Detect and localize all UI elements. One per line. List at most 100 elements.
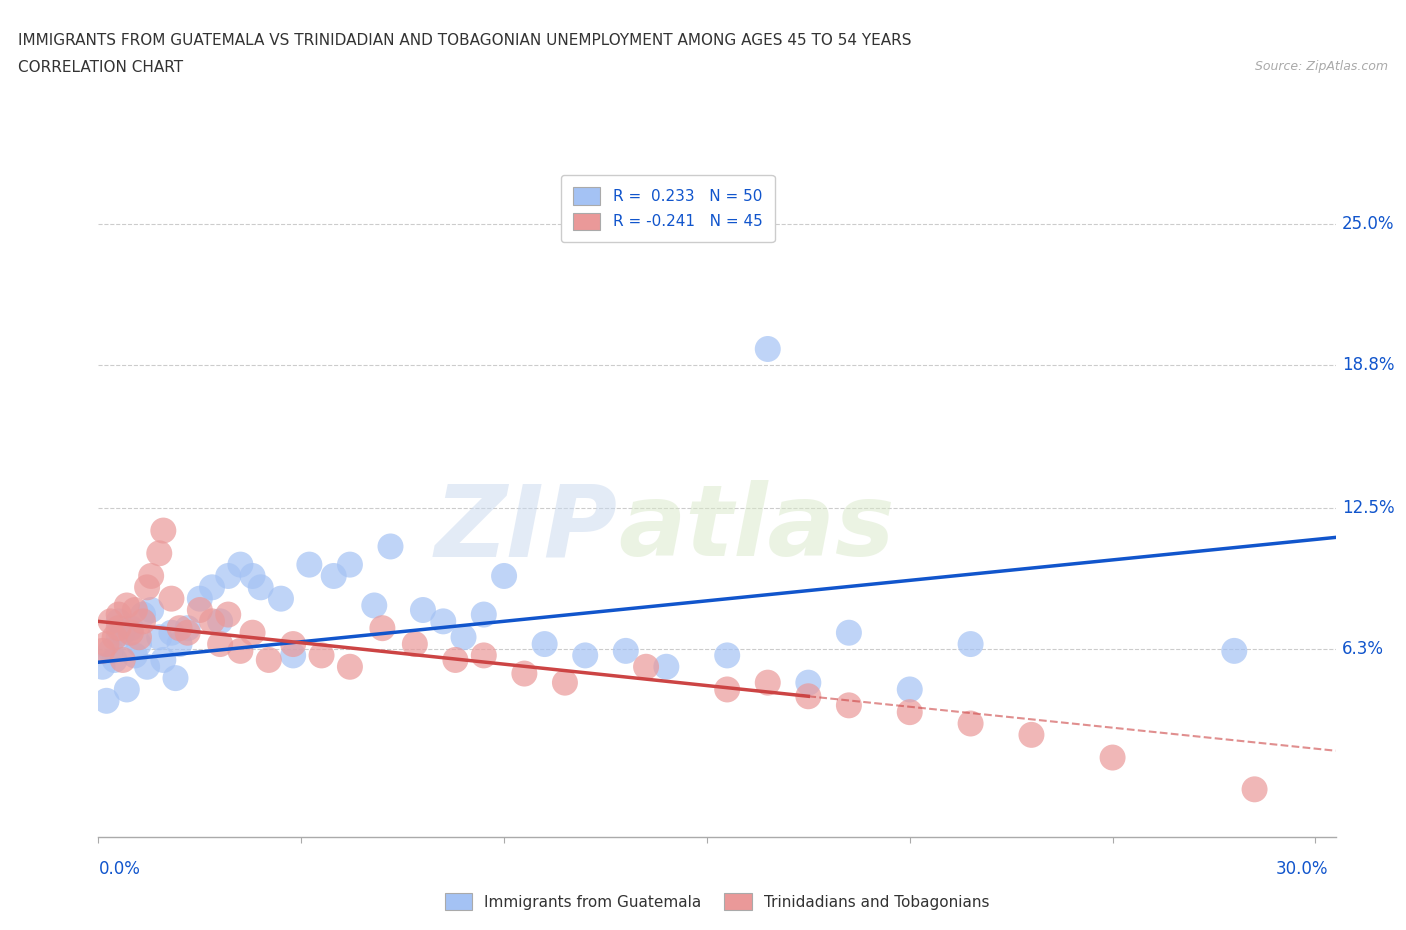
Point bbox=[100, 614, 122, 629]
Point bbox=[160, 591, 183, 606]
Point bbox=[494, 568, 516, 583]
Point bbox=[107, 614, 129, 629]
Point bbox=[136, 659, 159, 674]
Point bbox=[120, 620, 142, 635]
Point bbox=[432, 614, 454, 629]
Point bbox=[756, 675, 779, 690]
Point bbox=[104, 653, 127, 668]
Point bbox=[1223, 644, 1246, 658]
Text: 6.3%: 6.3% bbox=[1341, 640, 1384, 658]
Point bbox=[716, 648, 738, 663]
Point bbox=[148, 546, 170, 561]
Point bbox=[380, 539, 402, 554]
Legend: Immigrants from Guatemala, Trinidadians and Tobagonians: Immigrants from Guatemala, Trinidadians … bbox=[439, 886, 995, 916]
Point bbox=[100, 644, 122, 658]
Point bbox=[217, 568, 239, 583]
Point bbox=[339, 659, 361, 674]
Point bbox=[574, 648, 596, 663]
Text: 12.5%: 12.5% bbox=[1341, 498, 1395, 517]
Point bbox=[96, 694, 118, 709]
Point bbox=[554, 675, 576, 690]
Point bbox=[404, 637, 426, 652]
Point bbox=[91, 644, 114, 658]
Point bbox=[152, 653, 174, 668]
Point bbox=[453, 630, 475, 644]
Point bbox=[120, 625, 142, 640]
Point bbox=[115, 598, 138, 613]
Point bbox=[242, 568, 264, 583]
Point bbox=[371, 620, 394, 635]
Text: atlas: atlas bbox=[619, 481, 894, 578]
Point bbox=[797, 689, 820, 704]
Point bbox=[311, 648, 333, 663]
Point bbox=[111, 653, 134, 668]
Point bbox=[209, 614, 232, 629]
Point bbox=[128, 637, 150, 652]
Point bbox=[322, 568, 344, 583]
Point bbox=[242, 625, 264, 640]
Point bbox=[959, 716, 981, 731]
Point bbox=[229, 557, 252, 572]
Point bbox=[201, 614, 224, 629]
Point bbox=[136, 580, 159, 595]
Point bbox=[176, 620, 198, 635]
Point bbox=[1243, 782, 1265, 797]
Point bbox=[838, 698, 860, 712]
Point bbox=[472, 648, 495, 663]
Point bbox=[898, 682, 921, 697]
Point bbox=[281, 637, 304, 652]
Point bbox=[107, 620, 129, 635]
Point bbox=[797, 675, 820, 690]
Point bbox=[636, 659, 658, 674]
Point bbox=[270, 591, 292, 606]
Point bbox=[339, 557, 361, 572]
Point bbox=[655, 659, 678, 674]
Point bbox=[188, 591, 211, 606]
Point bbox=[472, 607, 495, 622]
Point bbox=[1021, 727, 1043, 742]
Text: 0.0%: 0.0% bbox=[98, 860, 141, 878]
Point bbox=[959, 637, 981, 652]
Text: 18.8%: 18.8% bbox=[1341, 356, 1395, 374]
Point bbox=[257, 653, 280, 668]
Point bbox=[513, 666, 536, 681]
Text: 30.0%: 30.0% bbox=[1277, 860, 1329, 878]
Point bbox=[152, 524, 174, 538]
Point bbox=[249, 580, 271, 595]
Point bbox=[124, 648, 146, 663]
Point bbox=[104, 630, 127, 644]
Point bbox=[201, 580, 224, 595]
Point bbox=[111, 625, 134, 640]
Point bbox=[96, 637, 118, 652]
Point bbox=[281, 648, 304, 663]
Point bbox=[363, 598, 385, 613]
Point bbox=[124, 603, 146, 618]
Point bbox=[132, 607, 155, 622]
Point bbox=[1101, 751, 1123, 765]
Point bbox=[188, 603, 211, 618]
Point bbox=[169, 620, 191, 635]
Point bbox=[91, 659, 114, 674]
Point bbox=[838, 625, 860, 640]
Point bbox=[229, 644, 252, 658]
Point bbox=[298, 557, 321, 572]
Point bbox=[209, 637, 232, 652]
Point bbox=[115, 682, 138, 697]
Text: Source: ZipAtlas.com: Source: ZipAtlas.com bbox=[1254, 60, 1388, 73]
Point bbox=[444, 653, 467, 668]
Point bbox=[107, 630, 129, 644]
Point bbox=[160, 625, 183, 640]
Text: IMMIGRANTS FROM GUATEMALA VS TRINIDADIAN AND TOBAGONIAN UNEMPLOYMENT AMONG AGES : IMMIGRANTS FROM GUATEMALA VS TRINIDADIAN… bbox=[18, 33, 911, 47]
Point bbox=[141, 603, 163, 618]
Point bbox=[217, 607, 239, 622]
Point bbox=[169, 637, 191, 652]
Point bbox=[132, 614, 155, 629]
Text: 25.0%: 25.0% bbox=[1341, 215, 1395, 233]
Point bbox=[533, 637, 555, 652]
Point bbox=[128, 630, 150, 644]
Point bbox=[898, 705, 921, 720]
Point bbox=[165, 671, 187, 685]
Point bbox=[614, 644, 637, 658]
Point bbox=[176, 625, 198, 640]
Point bbox=[412, 603, 434, 618]
